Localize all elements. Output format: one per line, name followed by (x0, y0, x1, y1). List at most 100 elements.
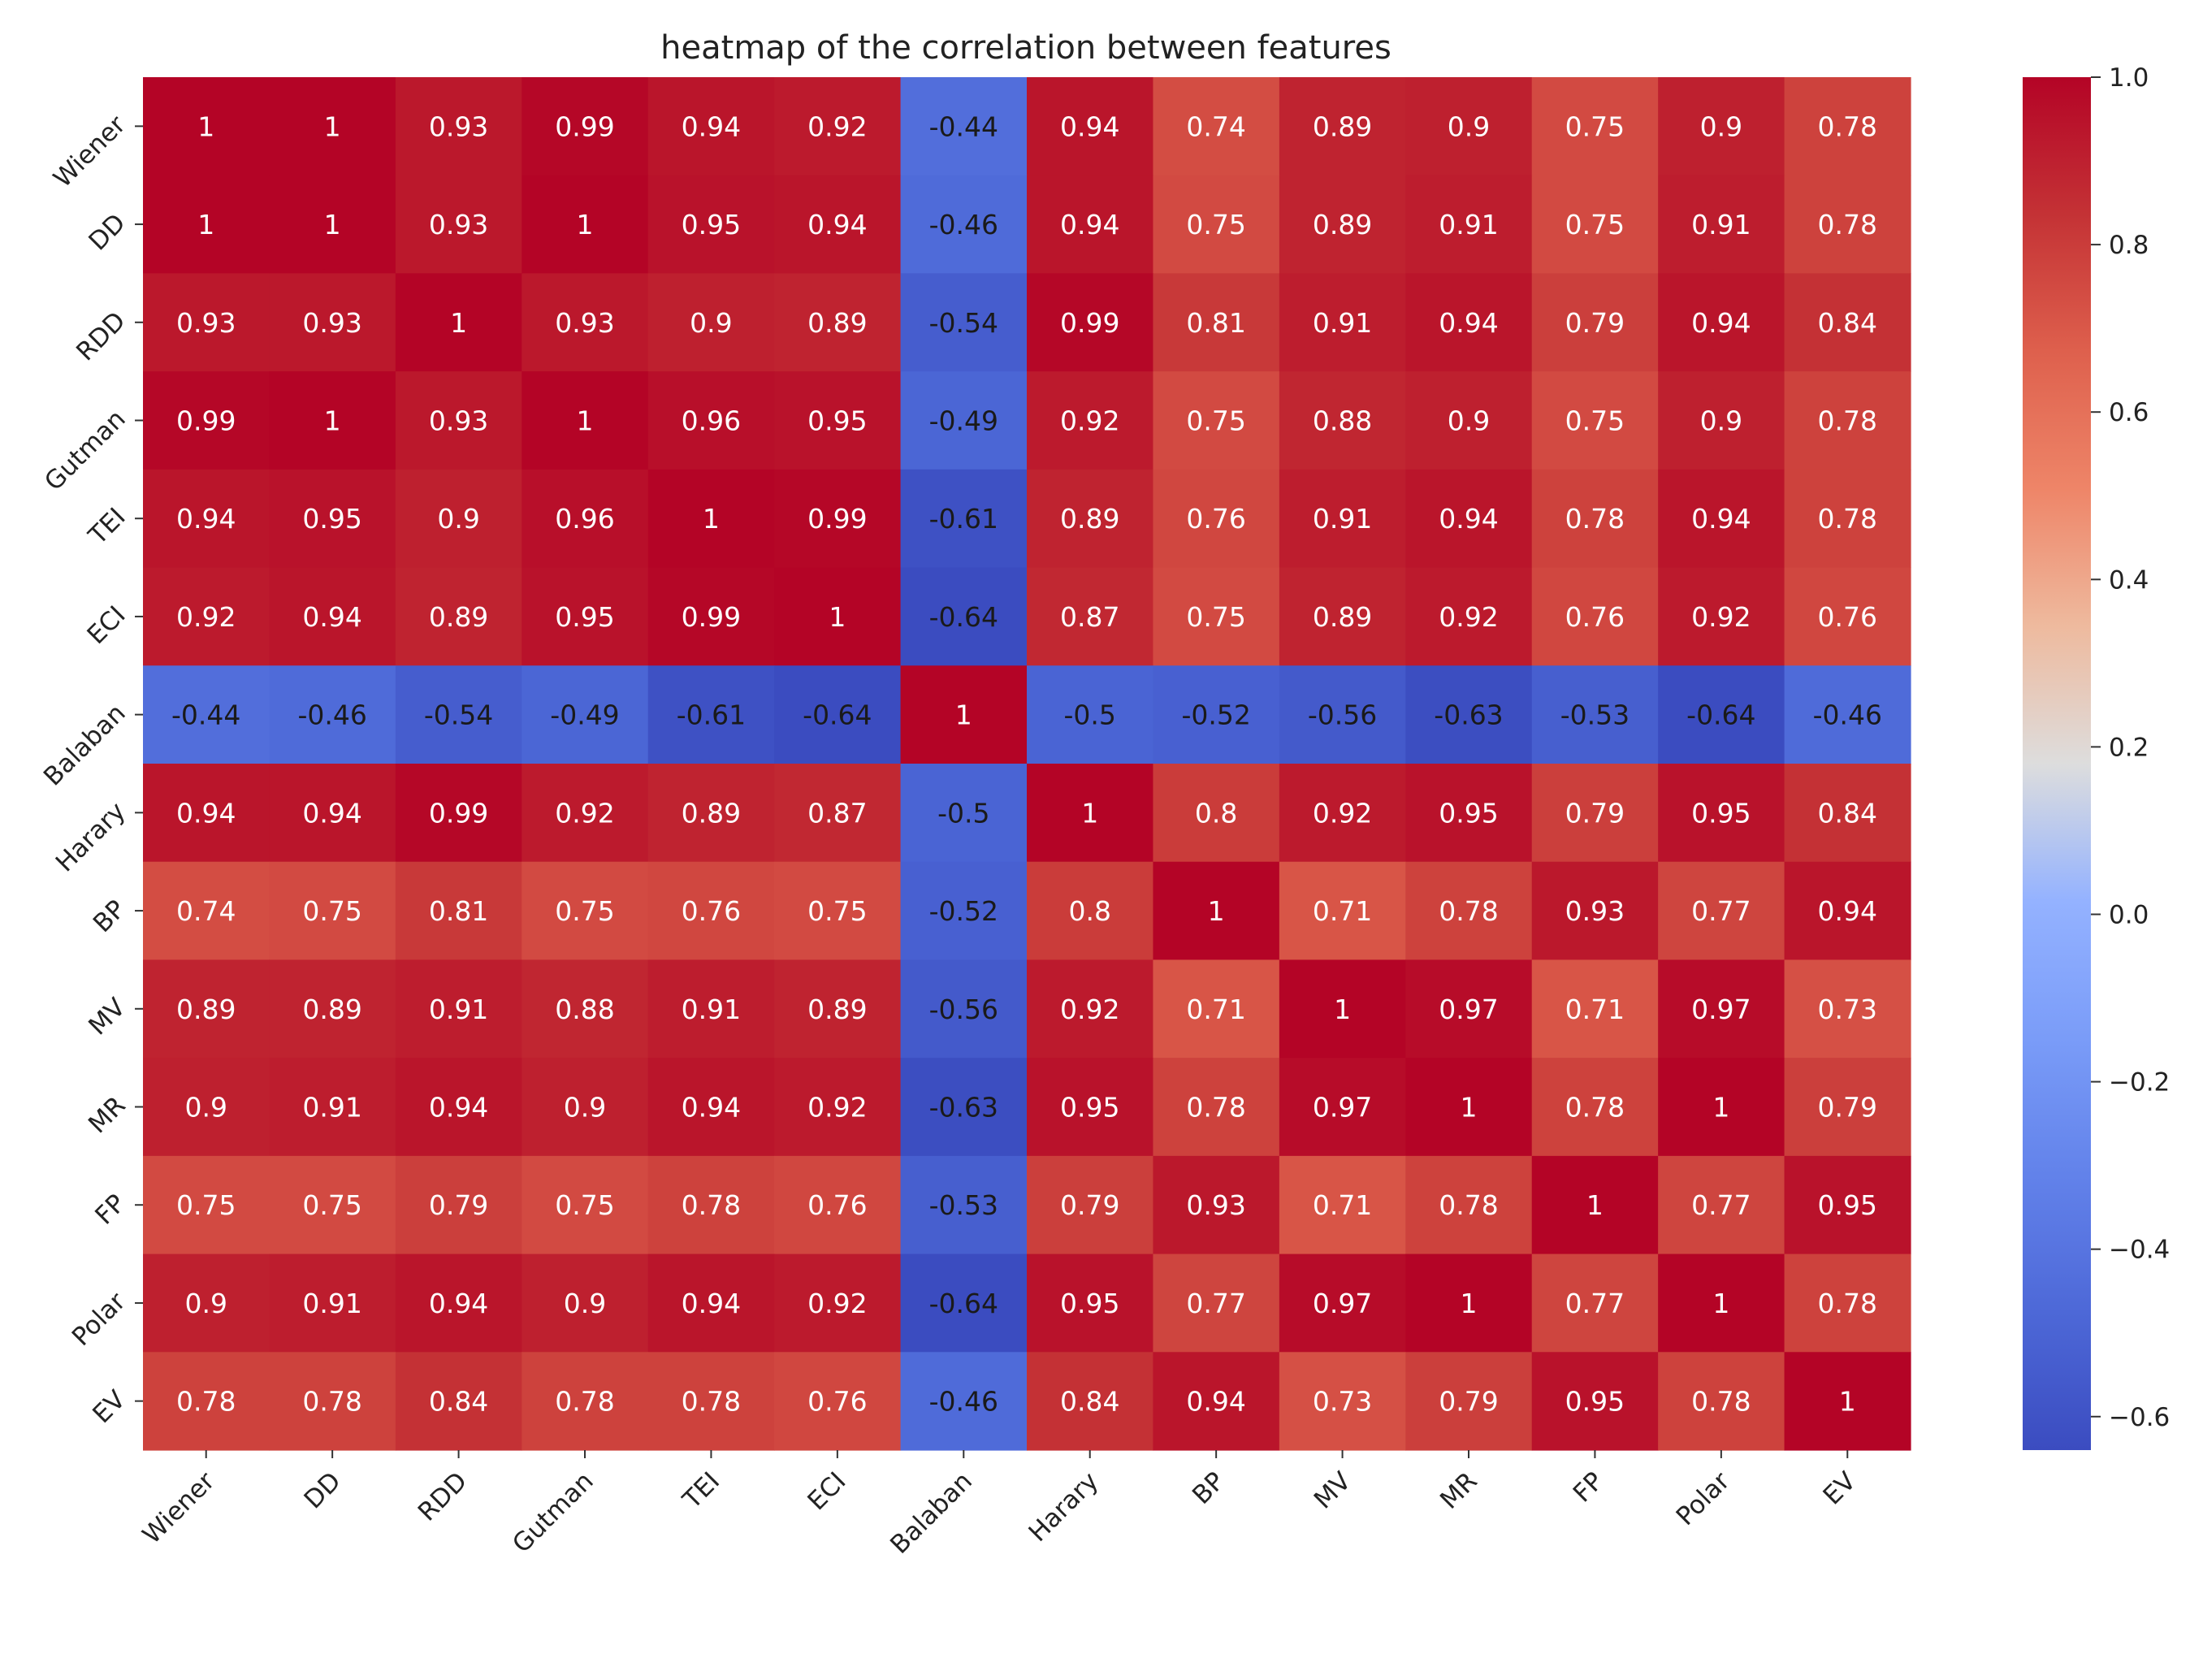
heatmap-cell (647, 567, 775, 666)
heatmap-cell (1153, 1254, 1280, 1353)
cell-value-label: 0.94 (682, 1288, 741, 1319)
cell-value-label: 0.75 (176, 1189, 236, 1221)
heatmap-cell (395, 959, 522, 1059)
heatmap-cell (900, 861, 1028, 961)
heatmap-cell (774, 1155, 902, 1255)
cell-value-label: -0.64 (929, 601, 998, 633)
heatmap-cell (1658, 469, 1785, 569)
heatmap-cell (1405, 175, 1533, 275)
cell-value-label: 0.91 (1439, 209, 1498, 240)
heatmap-cell (774, 1254, 902, 1353)
heatmap-cell (395, 77, 522, 176)
cell-value-label: 1 (1461, 1288, 1478, 1319)
heatmap-cell (1153, 371, 1280, 470)
heatmap-cell (1531, 861, 1659, 961)
cell-value-label: -0.61 (929, 503, 998, 535)
cell-value-label: 0.95 (1439, 797, 1498, 829)
heatmap-cell (1027, 764, 1154, 863)
cell-value-label: 0.74 (1186, 110, 1245, 142)
heatmap-cell (269, 764, 396, 863)
cell-value-label: 0.73 (1818, 994, 1877, 1025)
heatmap-cell (269, 665, 396, 764)
cell-value-label: -0.64 (803, 699, 872, 731)
cell-value-label: 0.78 (1186, 1092, 1245, 1124)
heatmap-cell (522, 1155, 649, 1255)
cell-value-label: 1 (955, 699, 972, 731)
heatmap-cell (1658, 1155, 1785, 1255)
cell-value-label: 0.94 (682, 110, 741, 142)
cell-value-label: 0.99 (176, 405, 236, 437)
cell-value-label: 0.93 (302, 307, 361, 339)
cell-value-label: -0.56 (929, 994, 998, 1025)
cell-value-label: 1 (1712, 1092, 1729, 1124)
heatmap-cell (1658, 1254, 1785, 1353)
heatmap-cell (1027, 861, 1154, 961)
cell-value-label: -0.63 (1434, 699, 1503, 731)
heatmap-cells (143, 77, 1911, 1451)
heatmap-cell (1405, 567, 1533, 666)
heatmap-cell (143, 567, 271, 666)
cell-value-label: 0.76 (682, 895, 741, 927)
heatmap-cell (1405, 1352, 1533, 1451)
heatmap-cell (1027, 1352, 1154, 1451)
heatmap-cell (1279, 1155, 1406, 1255)
cell-value-label: 0.77 (1186, 1288, 1245, 1319)
heatmap-cell (1531, 1352, 1659, 1451)
heatmap-cell (1405, 371, 1533, 470)
cell-value-label: 0.78 (682, 1189, 741, 1221)
heatmap-cell (1784, 1254, 1911, 1353)
heatmap-cell (774, 861, 902, 961)
heatmap-cell (1658, 77, 1785, 176)
cell-value-label: 1 (703, 503, 720, 535)
heatmap-cell (1153, 175, 1280, 275)
cell-value-label: 0.78 (1818, 110, 1877, 142)
cell-value-label: 0.78 (176, 1386, 236, 1418)
cell-value-label: 0.76 (1565, 601, 1625, 633)
heatmap-cell (1658, 764, 1785, 863)
heatmap-cell (1658, 371, 1785, 470)
cell-value-label: 0.9 (564, 1092, 606, 1124)
heatmap-cell (1405, 1254, 1533, 1353)
cell-value-label: 0.91 (302, 1288, 361, 1319)
cell-value-label: 0.94 (1439, 503, 1498, 535)
cell-value-label: 0.92 (1439, 601, 1498, 633)
cell-value-label: 0.77 (1691, 1189, 1751, 1221)
heatmap-cell (1153, 1352, 1280, 1451)
cell-value-label: 0.92 (1060, 405, 1119, 437)
heatmap-cell (1658, 567, 1785, 666)
heatmap-cell (1405, 1155, 1533, 1255)
cell-value-label: -0.53 (929, 1189, 998, 1221)
heatmap-cell (900, 764, 1028, 863)
cell-value-label: 0.95 (555, 601, 614, 633)
heatmap-cell (1784, 273, 1911, 372)
cell-value-label: 0.92 (1060, 994, 1119, 1025)
cell-value-label: 0.91 (1691, 209, 1751, 240)
cell-value-label: 0.9 (184, 1288, 227, 1319)
colorbar-tick-label: 0.6 (2109, 398, 2149, 427)
cell-value-label: 0.78 (1818, 209, 1877, 240)
heatmap-cell (1027, 665, 1154, 764)
cell-value-label: 0.94 (1691, 307, 1751, 339)
cell-value-label: 0.75 (1565, 209, 1625, 240)
heatmap-cell (1027, 1155, 1154, 1255)
heatmap-cell (1405, 959, 1533, 1059)
heatmap-cell (900, 567, 1028, 666)
cell-value-label: 0.93 (429, 405, 488, 437)
cell-value-label: 0.74 (176, 895, 236, 927)
heatmap-cell (1027, 567, 1154, 666)
colorbar-tick-label: 0.0 (2109, 900, 2149, 929)
cell-value-label: 0.94 (1186, 1386, 1245, 1418)
heatmap-cell (1405, 77, 1533, 176)
heatmap-cell (395, 1254, 522, 1353)
heatmap-cell (143, 959, 271, 1059)
heatmap-cell (1784, 665, 1911, 764)
heatmap-cell (143, 764, 271, 863)
heatmap-cell (1153, 665, 1280, 764)
cell-value-label: 1 (324, 405, 341, 437)
cell-value-label: 0.75 (1186, 405, 1245, 437)
cell-value-label: -0.49 (929, 405, 998, 437)
heatmap-cell (1658, 959, 1785, 1059)
heatmap-cell (900, 1155, 1028, 1255)
heatmap-cell (143, 1155, 271, 1255)
